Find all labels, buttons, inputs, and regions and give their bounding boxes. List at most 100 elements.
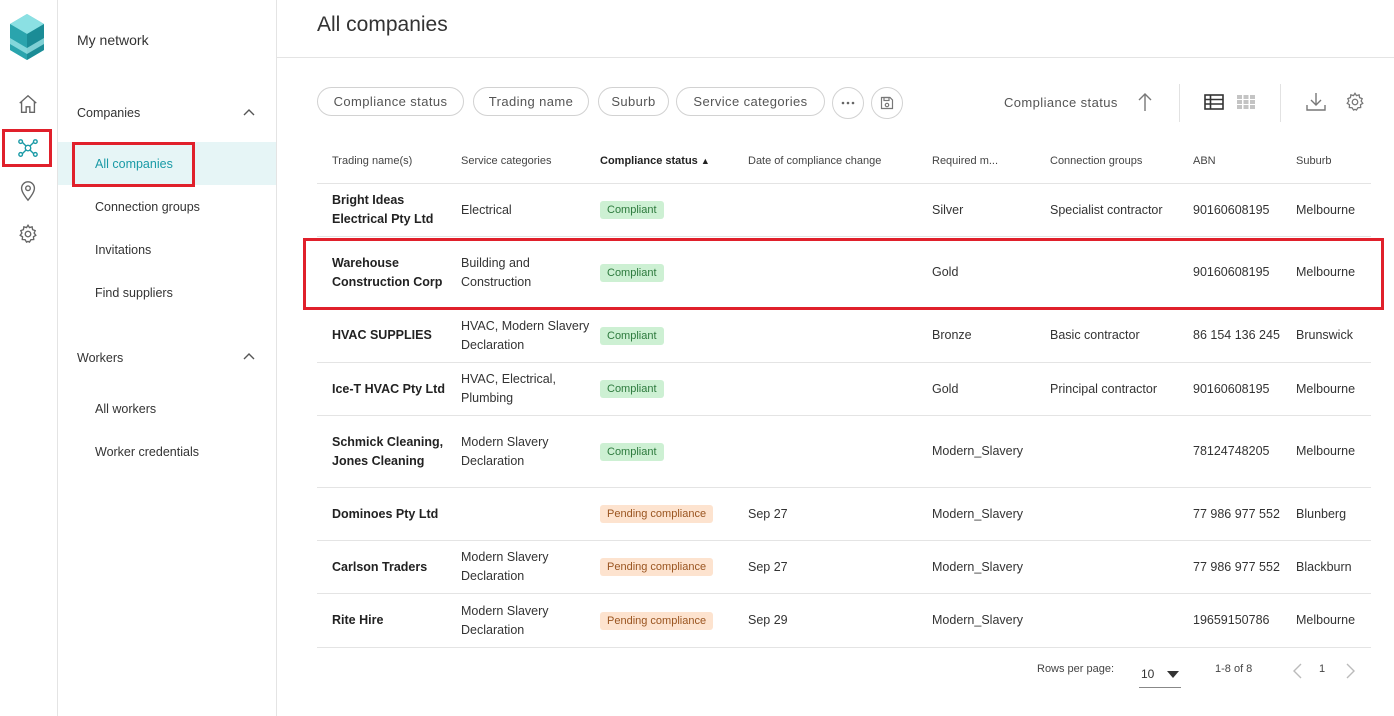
- gear-icon[interactable]: [10, 216, 46, 252]
- cell-connection-groups: [1050, 488, 1190, 540]
- page-header: All companies: [277, 0, 1394, 58]
- column-header-suburb[interactable]: Suburb: [1296, 155, 1332, 167]
- table-row[interactable]: Bright Ideas Electrical Pty Ltd Electrica…: [317, 183, 1371, 236]
- cell-compliance-status: Pending compliance: [600, 594, 740, 647]
- subnav-item-all-workers[interactable]: All workers: [95, 401, 157, 416]
- settings-gear-icon[interactable]: [1342, 89, 1368, 115]
- cell-date-of-compliance-change-text: Sep 27: [748, 559, 788, 574]
- chevron-right-icon[interactable]: [1342, 662, 1358, 680]
- filter-chip-service-categories[interactable]: Service categories: [676, 87, 825, 116]
- sort-ascending-icon[interactable]: [1132, 89, 1158, 115]
- subnav-item-worker-credentials[interactable]: Worker credentials: [95, 444, 199, 459]
- cell-trading-name-text: Rite Hire: [332, 613, 384, 627]
- column-header-service-categories[interactable]: Service categories: [461, 155, 552, 167]
- cell-service-categories: Modern Slavery Declaration: [461, 594, 591, 647]
- download-icon[interactable]: [1303, 89, 1329, 115]
- cell-service-categories: Modern Slavery Declaration: [461, 416, 591, 487]
- column-header-abn[interactable]: ABN: [1193, 155, 1216, 167]
- table-row[interactable]: Ice-T HVAC Pty Ltd HVAC, Electrical, Plum…: [317, 362, 1371, 415]
- chevron-up-icon[interactable]: [242, 106, 256, 120]
- current-page-number[interactable]: 1: [1319, 663, 1326, 675]
- column-header-date-of-compliance-change[interactable]: Date of compliance change: [748, 155, 882, 167]
- cell-service-categories-text: Modern Slavery Declaration: [461, 603, 549, 637]
- cell-abn-text: 90160608195: [1193, 265, 1270, 279]
- cell-abn: 86 154 136 245: [1193, 309, 1285, 362]
- cell-trading-name: Rite Hire: [332, 594, 452, 647]
- status-badge: Compliant: [600, 263, 664, 282]
- cell-compliance-status: Compliant: [600, 363, 740, 415]
- cell-connection-groups: Principal contractor: [1050, 363, 1190, 415]
- cell-compliance-status: Compliant: [600, 309, 740, 362]
- network-icon[interactable]: [10, 130, 46, 166]
- column-header-compliance-status[interactable]: Compliance status ▲: [600, 155, 710, 167]
- filter-chip-suburb[interactable]: Suburb: [598, 87, 669, 116]
- cell-service-categories: [461, 488, 591, 540]
- chevron-up-icon[interactable]: [242, 350, 256, 364]
- column-header-connection-groups[interactable]: Connection groups: [1050, 155, 1143, 167]
- cell-connection-groups-text: Principal contractor: [1050, 381, 1157, 396]
- subnav-title: My network: [77, 32, 149, 48]
- cell-suburb: Brunswick: [1296, 309, 1371, 362]
- cell-required-text: Modern_Slavery: [932, 506, 1024, 521]
- group-companies-label[interactable]: Companies: [77, 106, 141, 120]
- cell-abn-text: 90160608195: [1193, 381, 1270, 396]
- cell-abn: 90160608195: [1193, 184, 1285, 236]
- filter-chip-trading-name[interactable]: Trading name: [473, 87, 589, 116]
- column-header-required[interactable]: Required m...: [932, 155, 999, 167]
- subnav-item-invitations[interactable]: Invitations: [95, 242, 152, 257]
- subnav-item-find-suppliers[interactable]: Find suppliers: [95, 285, 173, 300]
- cell-service-categories-text: HVAC, Electrical, Plumbing: [461, 372, 556, 405]
- filter-chip-compliance-status[interactable]: Compliance status: [317, 87, 464, 116]
- group-workers-label[interactable]: Workers: [77, 351, 124, 365]
- cell-trading-name: Bright Ideas Electrical Pty Ltd: [332, 184, 452, 236]
- cell-service-categories: HVAC, Modern Slavery Declaration: [461, 309, 591, 362]
- cell-suburb-text: Brunswick: [1296, 328, 1353, 342]
- cell-trading-name-text: Bright Ideas Electrical Pty Ltd: [332, 193, 434, 226]
- cell-date-of-compliance-change: Sep 27: [748, 488, 918, 540]
- cell-date-of-compliance-change: Sep 27: [748, 541, 918, 593]
- cell-required: Modern_Slavery: [932, 594, 1042, 647]
- cell-date-of-compliance-change: [748, 416, 918, 487]
- logo-icon[interactable]: [10, 14, 44, 60]
- page-title: All companies: [317, 13, 448, 36]
- cell-service-categories-text: HVAC, Modern Slavery Declaration: [461, 318, 590, 352]
- table-row[interactable]: Carlson Traders Modern Slavery Declaratio…: [317, 540, 1371, 593]
- table-row[interactable]: Warehouse Construction Corp Building and …: [317, 236, 1371, 308]
- cell-abn-text: 77 986 977 552: [1193, 559, 1280, 574]
- cell-date-of-compliance-change: Sep 29: [748, 594, 918, 647]
- cell-abn: 77 986 977 552: [1193, 541, 1285, 593]
- sort-label[interactable]: Compliance status: [1004, 95, 1118, 110]
- cell-suburb-text: Melbourne: [1296, 444, 1356, 458]
- cell-required-text: Silver: [932, 202, 964, 217]
- cell-trading-name-text: Dominoes Pty Ltd: [332, 506, 439, 521]
- grid-view-icon[interactable]: [1233, 89, 1259, 115]
- rows-per-page-select[interactable]: 10: [1139, 664, 1181, 688]
- cell-required: Modern_Slavery: [932, 541, 1042, 593]
- more-horizontal-icon: [841, 101, 855, 105]
- cell-date-of-compliance-change: [748, 363, 918, 415]
- table-row[interactable]: Schmick Cleaning, Jones Cleaning Modern S…: [317, 415, 1371, 487]
- cell-trading-name-text: Carlson Traders: [332, 559, 428, 574]
- cell-connection-groups: Specialist contractor: [1050, 184, 1190, 236]
- location-pin-icon[interactable]: [10, 173, 46, 209]
- subnav-item-all-companies[interactable]: All companies: [58, 142, 276, 185]
- cell-abn-text: 78124748205: [1193, 444, 1270, 458]
- cell-service-categories-text: Modern Slavery Declaration: [461, 550, 549, 583]
- cell-suburb: Blunberg: [1296, 488, 1371, 540]
- table-row[interactable]: Rite Hire Modern Slavery Declaration Pendi…: [317, 593, 1371, 647]
- chevron-left-icon[interactable]: [1290, 662, 1306, 680]
- cell-required: Modern_Slavery: [932, 416, 1042, 487]
- cell-required-text: Bronze: [932, 328, 972, 342]
- subnav-item-connection-groups[interactable]: Connection groups: [95, 199, 200, 214]
- cell-abn: 90160608195: [1193, 237, 1285, 308]
- more-filters-button[interactable]: [832, 87, 864, 119]
- table-row[interactable]: Dominoes Pty Ltd Pending compliance Sep 27…: [317, 487, 1371, 540]
- save-filter-button[interactable]: [871, 87, 903, 119]
- home-icon[interactable]: [10, 86, 46, 122]
- table-view-icon[interactable]: [1201, 89, 1227, 115]
- column-header-trading-name[interactable]: Trading name(s): [332, 155, 413, 167]
- table-row[interactable]: HVAC SUPPLIES HVAC, Modern Slavery Declar…: [317, 308, 1371, 362]
- cell-service-categories: Building and Construction: [461, 237, 591, 308]
- status-badge: Pending compliance: [600, 611, 714, 630]
- cell-date-of-compliance-change-text: Sep 29: [748, 613, 788, 627]
